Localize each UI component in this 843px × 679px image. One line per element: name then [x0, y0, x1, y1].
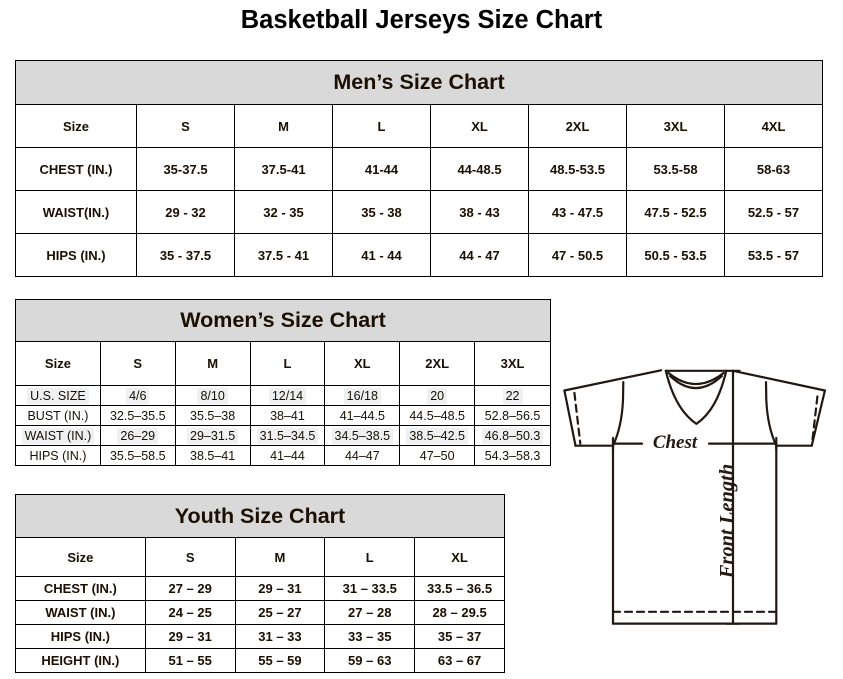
svg-text:Chest: Chest: [653, 432, 698, 453]
svg-text:Front Length: Front Length: [716, 464, 738, 580]
